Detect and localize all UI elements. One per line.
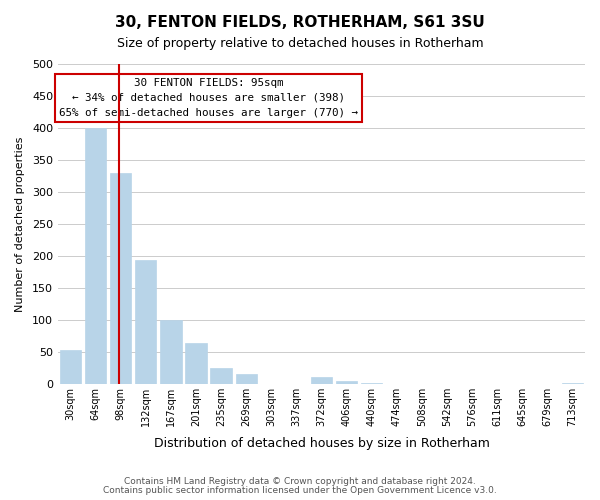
Bar: [160, 320, 182, 384]
Text: Contains public sector information licensed under the Open Government Licence v3: Contains public sector information licen…: [103, 486, 497, 495]
Text: 30, FENTON FIELDS, ROTHERHAM, S61 3SU: 30, FENTON FIELDS, ROTHERHAM, S61 3SU: [115, 15, 485, 30]
Text: Contains HM Land Registry data © Crown copyright and database right 2024.: Contains HM Land Registry data © Crown c…: [124, 477, 476, 486]
Bar: [185, 344, 206, 384]
Bar: [60, 350, 81, 384]
Bar: [236, 374, 257, 384]
Bar: [562, 383, 583, 384]
Bar: [110, 172, 131, 384]
Bar: [85, 128, 106, 384]
Text: 30 FENTON FIELDS: 95sqm
← 34% of detached houses are smaller (398)
65% of semi-d: 30 FENTON FIELDS: 95sqm ← 34% of detache…: [59, 78, 358, 118]
Bar: [311, 378, 332, 384]
Bar: [135, 260, 157, 384]
Y-axis label: Number of detached properties: Number of detached properties: [15, 136, 25, 312]
Text: Size of property relative to detached houses in Rotherham: Size of property relative to detached ho…: [116, 38, 484, 51]
X-axis label: Distribution of detached houses by size in Rotherham: Distribution of detached houses by size …: [154, 437, 490, 450]
Bar: [211, 368, 232, 384]
Bar: [336, 380, 357, 384]
Bar: [361, 383, 382, 384]
